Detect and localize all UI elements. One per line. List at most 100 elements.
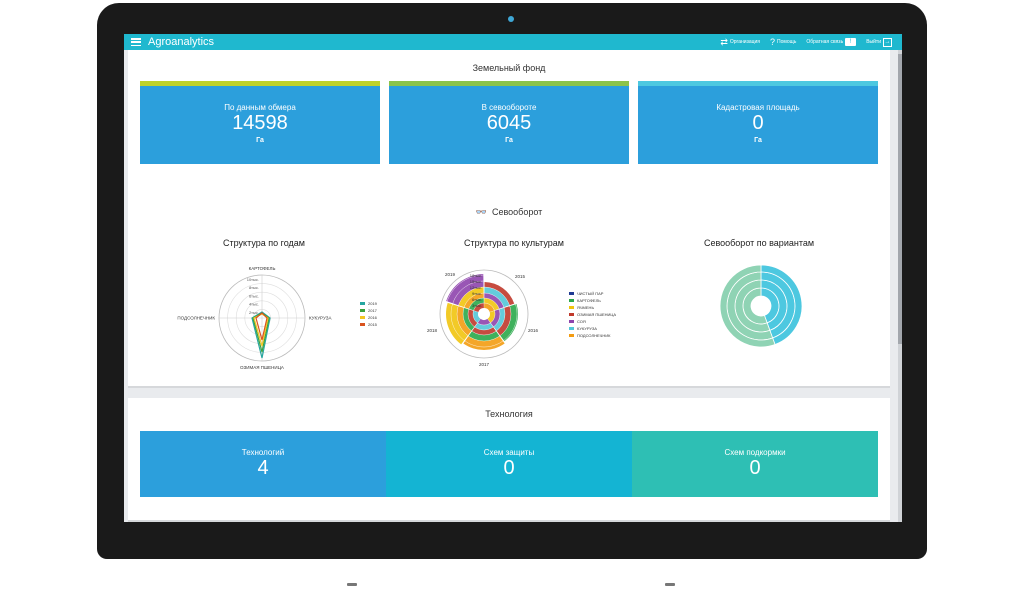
kpi-label: Схем подкормки [724, 448, 786, 457]
legend-label: 2016 [368, 315, 377, 320]
legend-by-years: 2019 2017 2016 2015 [360, 300, 377, 328]
legend-swatch [569, 334, 574, 337]
legend-item[interactable]: СОЯ [569, 318, 616, 325]
land-kpi-card[interactable]: Кадастровая площадь 0 Га [638, 81, 878, 164]
polar-grid-ring [467, 297, 501, 331]
polar-segment [474, 323, 494, 330]
question-icon: ? [770, 36, 776, 47]
radar-axis-label: КАРТОФЕЛЬ [249, 266, 276, 271]
legend-item[interactable]: 2019 [360, 300, 377, 307]
top-navbar: Agroanalytics ⇄ Организация ? Помощь Обр… [124, 34, 902, 50]
kpi-value: 0 [749, 457, 761, 479]
kpi-unit: Га [505, 137, 513, 144]
card-accent-bar [389, 81, 629, 86]
legend-swatch [569, 327, 574, 330]
feedback-label: Обратная связь [806, 39, 844, 45]
polar-tick-label: 6тыс. [472, 297, 482, 302]
kpi-label: По данным обмера [224, 103, 296, 112]
polar-segment [496, 306, 511, 336]
card-accent-bar [638, 81, 878, 86]
polar-segment [484, 298, 500, 311]
kpi-unit: Га [256, 137, 264, 144]
legend-label: ПОДСОЛНЕЧНИК [577, 333, 611, 338]
land-kpi-card[interactable]: В севообороте 6045 Га [389, 81, 629, 164]
crop-rotation-title: Севооборот [491, 207, 543, 217]
polar-year-label: 2015 [515, 274, 526, 279]
radar-tick-label: 2тыс. [249, 310, 259, 315]
crop-rotation-header: 👓 Севооборот [128, 207, 890, 218]
technology-kpi-card[interactable]: Технологий 4 [140, 431, 386, 497]
legend-item[interactable]: ЧИСТЫЙ ПАР [569, 290, 616, 297]
legend-label: СОЯ [577, 319, 586, 324]
polar-tick-label: 12тыс. [470, 285, 482, 290]
radar-tick-label: 4тыс. [249, 302, 259, 307]
legend-item[interactable]: ПОДСОЛНЕЧНИК [569, 332, 616, 339]
polar-segment [473, 303, 484, 313]
radar-chart-by-years: КАРТОФЕЛЬ КУКУРУЗА ОЗИМАЯ ПШЕНИЦА ПОДСОЛНЕЧ… [177, 266, 331, 370]
polar-chart-by-crops: 18тыс.15тыс.12тыс.9тыс.6тыс.3тыс. 2019 201… [427, 269, 539, 367]
legend-item[interactable]: 2015 [360, 321, 377, 328]
radar-axis-label: ОЗИМАЯ ПШЕНИЦА [240, 365, 284, 370]
polar-segment [484, 293, 504, 309]
kpi-unit: Га [754, 137, 762, 144]
help-link[interactable]: ? Помощь [770, 36, 796, 47]
polar-segment [484, 303, 495, 313]
polar-grid-ring [444, 274, 524, 354]
legend-item[interactable]: ЯЧМЕНЬ [569, 304, 616, 311]
exit-icon: → [883, 37, 892, 47]
polar-grid-ring [456, 286, 512, 342]
technology-kpi-card[interactable]: Схем подкормки 0 [632, 431, 878, 497]
kpi-value: 6045 [486, 112, 532, 134]
legend-swatch [360, 323, 365, 326]
legend-label: ОЗИМАЯ ПШЕНИЦА [577, 312, 617, 317]
legend-swatch [569, 313, 574, 316]
menu-icon[interactable] [131, 38, 141, 46]
logout-link[interactable]: Выйти → [866, 37, 892, 47]
polar-segment [477, 318, 491, 325]
polar-year-label: 2017 [479, 362, 490, 367]
kpi-value: 14598 [232, 112, 288, 134]
polar-grid-ring [450, 280, 518, 348]
legend-swatch [569, 320, 574, 323]
polar-segment [458, 287, 484, 308]
crop-rotation-panel: 👓 Севооборот Структура по годам КАРТОФЕЛ… [128, 186, 890, 388]
legend-item[interactable]: КАРТОФЕЛЬ [569, 297, 616, 304]
radar-tick-label: 8тыс. [249, 285, 259, 290]
polar-segment [446, 302, 468, 345]
polar-tick-label: 18тыс. [470, 273, 482, 278]
polar-segment [463, 336, 505, 350]
polar-segment [468, 309, 478, 327]
legend-label: КАРТОФЕЛЬ [577, 298, 601, 303]
land-fund-panel: Земельный фонд По данным обмера 14598 Га В … [128, 50, 890, 188]
land-fund-title: Земельный фонд [472, 63, 546, 73]
radar-tick-label: 10тыс. [247, 277, 259, 282]
organization-label: Организация [729, 39, 761, 45]
radar-axis-label: КУКУРУЗА [309, 316, 331, 321]
polar-segment [464, 293, 484, 309]
radar-axis-label: ПОДСОЛНЕЧНИК [177, 316, 215, 321]
legend-item[interactable]: 2017 [360, 307, 377, 314]
land-kpi-card[interactable]: По данным обмера 14598 Га [140, 81, 380, 164]
donut-segment [719, 264, 776, 348]
legend-swatch [360, 302, 365, 305]
legend-item[interactable]: ОЗИМАЯ ПШЕНИЦА [569, 311, 616, 318]
technology-kpi-card[interactable]: Схем защиты 0 [386, 431, 632, 497]
feedback-link[interactable]: Обратная связь ! [806, 38, 857, 46]
kpi-value: 0 [752, 112, 764, 134]
kpi-value: 0 [503, 457, 515, 479]
polar-year-label: 2018 [427, 328, 438, 333]
scrollbar-thumb[interactable] [898, 54, 902, 344]
kpi-value: 4 [257, 457, 269, 479]
polar-segment [468, 298, 484, 311]
legend-item[interactable]: 2016 [360, 314, 377, 321]
legend-label: 2015 [368, 322, 377, 327]
legend-item[interactable]: КУКУРУЗА [569, 325, 616, 332]
polar-outer-ring [439, 269, 529, 359]
kpi-label: Схем защиты [483, 448, 535, 457]
polar-segment [471, 327, 497, 335]
technology-panel: Технология Технологий 4 Схем защиты 0 Схем п… [128, 398, 890, 522]
chart-title-by-years: Структура по годам [223, 238, 305, 248]
organization-link[interactable]: ⇄ Организация [720, 37, 761, 47]
legend-label: ЧИСТЫЙ ПАР [577, 291, 604, 296]
technology-title: Технология [485, 409, 533, 419]
